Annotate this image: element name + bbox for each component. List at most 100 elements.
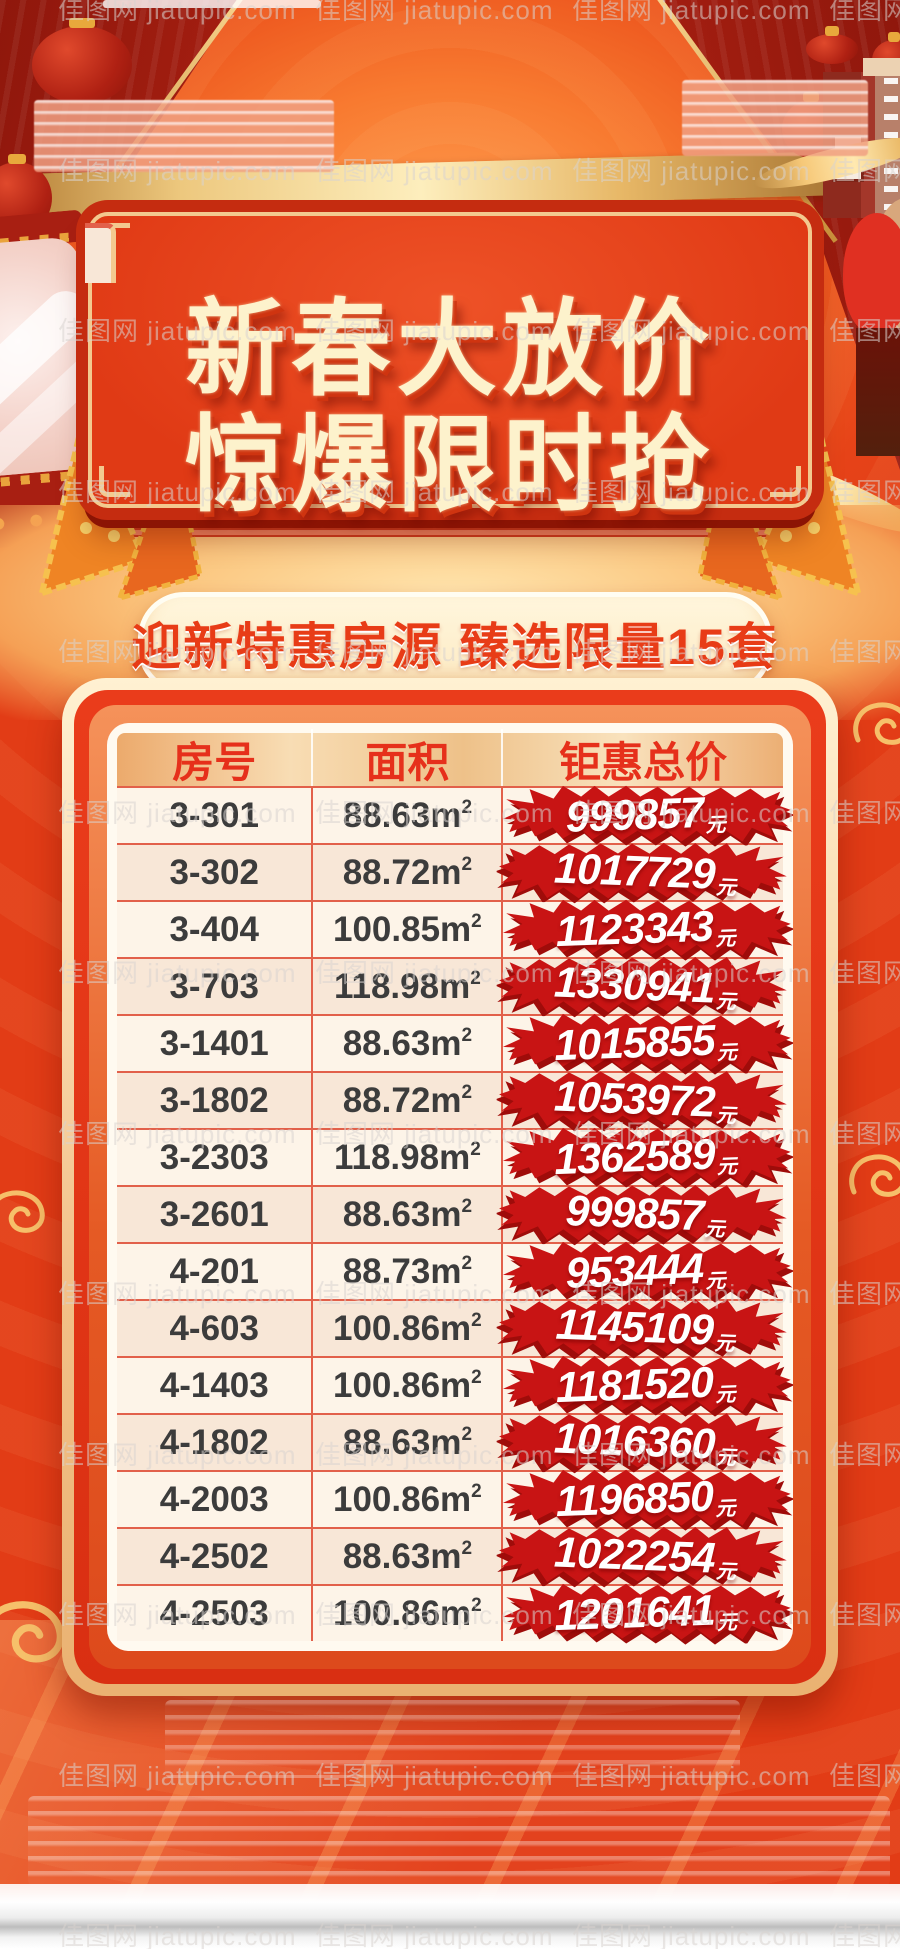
- price-value: 953444: [565, 1244, 705, 1298]
- table-row: 3-703 118.98 m 2 1330941 元: [117, 948, 789, 1026]
- area-unit: m: [430, 1080, 462, 1120]
- area-unit: m: [430, 1422, 462, 1462]
- corner-bracket-icon: [99, 466, 130, 497]
- area-unit: m: [430, 852, 462, 892]
- cloud-icon: [850, 688, 900, 754]
- price-value: 1145109: [555, 1300, 715, 1355]
- area-value: 88.63: [342, 1023, 431, 1063]
- cloud-icon: [846, 1140, 900, 1206]
- table-row: 4-2502 88.63 m 2 1022254 元: [117, 1518, 789, 1596]
- area-unit-sup: 2: [470, 967, 481, 989]
- area-cell: 88.72 m 2: [313, 1073, 504, 1128]
- table-row: 4-1403 100.86 m 2 1181520 元: [117, 1347, 795, 1425]
- price-card-red-ring: 房号 面积 钜惠总价 3-301 88.63 m 2 999857 元 3-302 8…: [74, 690, 826, 1684]
- column-header-area: 面积: [313, 729, 504, 790]
- area-cell: 100.86 m 2: [313, 1358, 504, 1413]
- price-table: 房号 面积 钜惠总价 3-301 88.63 m 2 999857 元 3-302 8…: [117, 729, 795, 1653]
- table-row: 4-603 100.86 m 2 1145109 元: [117, 1290, 789, 1368]
- table-row: 4-1802 88.63 m 2 1016360 元: [117, 1404, 789, 1482]
- area-unit: m: [440, 1308, 472, 1348]
- area-cell: 118.98 m 2: [313, 959, 504, 1014]
- price-value: 1053972: [553, 1072, 716, 1127]
- table-row: 3-404 100.85 m 2 1123343 元: [117, 891, 795, 969]
- area-value: 118.98: [333, 966, 440, 1006]
- area-cell: 100.86 m 2: [313, 1472, 504, 1527]
- price-unit: 元: [716, 1155, 737, 1179]
- streak-bar: [165, 1700, 740, 1778]
- area-unit: m: [430, 1536, 462, 1576]
- price-unit: 元: [715, 927, 736, 951]
- area-unit-sup: 2: [470, 1138, 481, 1160]
- area-unit-sup: 2: [461, 1024, 473, 1046]
- price-value: 1016360: [553, 1414, 716, 1469]
- area-unit: m: [430, 1251, 462, 1291]
- corner-bracket-icon: [770, 466, 801, 497]
- table-row: 4-201 88.73 m 2 953444 元: [117, 1233, 795, 1311]
- room-cell: 4-2502: [117, 1529, 314, 1584]
- column-header-price: 钜惠总价: [559, 739, 728, 786]
- area-value: 88.63: [342, 795, 431, 835]
- area-value: 88.63: [342, 1536, 431, 1576]
- area-cell: 88.63 m 2: [313, 1187, 504, 1242]
- streak-bar: [34, 100, 334, 172]
- area-unit: m: [430, 795, 462, 835]
- room-cell: 4-201: [117, 1244, 314, 1299]
- price-unit: 元: [716, 1611, 737, 1635]
- table-row: 3-301 88.63 m 2 999857 元: [117, 777, 795, 855]
- area-cell: 100.85 m 2: [313, 902, 504, 957]
- area-unit-sup: 2: [461, 796, 473, 818]
- table-row: 3-1802 88.72 m 2 1053972 元: [117, 1062, 789, 1140]
- area-value: 88.72: [342, 1080, 431, 1120]
- area-unit-sup: 2: [461, 1195, 473, 1217]
- area-unit-sup: 2: [471, 1366, 482, 1388]
- room-cell: 4-1403: [117, 1358, 314, 1413]
- area-value: 100.86: [332, 1479, 441, 1519]
- price-unit: 元: [716, 1041, 737, 1065]
- price-unit: 元: [705, 1270, 726, 1293]
- area-cell: 88.72 m 2: [313, 845, 504, 900]
- area-value: 100.85: [332, 909, 441, 949]
- area-cell: 88.63 m 2: [313, 1529, 504, 1584]
- price-value: 999857: [565, 788, 705, 842]
- room-cell: 3-1802: [117, 1073, 314, 1128]
- table-header-row: 房号 面积 钜惠总价: [117, 729, 783, 790]
- poster-title-line2: 惊爆限时抢: [185, 407, 715, 525]
- price-splash-badge: 1201641 元: [496, 1574, 795, 1653]
- area-unit: m: [430, 1194, 462, 1234]
- area-unit: m: [440, 909, 472, 949]
- area-unit: m: [440, 1479, 472, 1519]
- area-cell: 88.73 m 2: [313, 1244, 504, 1299]
- area-value: 88.63: [342, 1194, 431, 1234]
- streak-bar: [28, 1796, 890, 1886]
- price-value: 1022254: [553, 1528, 716, 1583]
- area-value: 100.86: [332, 1308, 441, 1348]
- price-value: 1123343: [555, 902, 715, 956]
- cloud-icon: [0, 1176, 60, 1242]
- area-unit: m: [439, 1137, 471, 1177]
- area-unit-sup: 2: [461, 853, 473, 875]
- area-value: 118.98: [333, 1137, 440, 1177]
- poster-title-line1: 新春大放价: [185, 291, 715, 409]
- room-cell: 3-301: [117, 788, 314, 843]
- room-cell: 4-2503: [117, 1586, 314, 1641]
- streak-bar: [682, 80, 868, 156]
- area-cell: 88.63 m 2: [313, 1415, 504, 1470]
- subtitle-banner: 迎新特惠房源 臻选限量15套: [131, 592, 777, 694]
- room-cell: 4-603: [117, 1301, 314, 1356]
- price-unit: 元: [715, 1383, 736, 1407]
- storefront-illustration: [856, 328, 900, 456]
- streak-bar: [103, 0, 321, 8]
- room-cell: 3-404: [117, 902, 314, 957]
- area-cell: 100.86 m 2: [313, 1301, 504, 1356]
- table-row: 3-2303 118.98 m 2 1362589 元: [117, 1119, 795, 1197]
- area-unit: m: [439, 966, 471, 1006]
- area-value: 88.63: [342, 1422, 431, 1462]
- area-unit-sup: 2: [471, 1309, 482, 1331]
- area-unit-sup: 2: [461, 1252, 473, 1274]
- area-unit: m: [430, 1023, 462, 1063]
- room-cell: 3-302: [117, 845, 314, 900]
- price-value: 1196850: [555, 1472, 715, 1526]
- price-cell: 1201641 元: [502, 1575, 795, 1653]
- price-value: 1181520: [555, 1358, 715, 1412]
- area-unit-sup: 2: [471, 1480, 482, 1502]
